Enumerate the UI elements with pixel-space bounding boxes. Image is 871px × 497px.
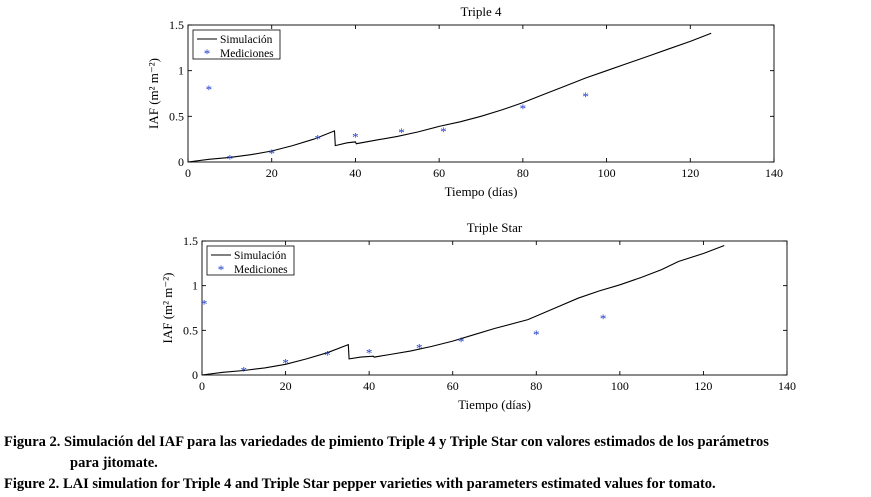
- x-tick-label: 20: [280, 379, 292, 393]
- legend-box: [206, 245, 295, 276]
- y-tick-label: 1: [178, 64, 184, 78]
- chart-panel-2: Triple Star 0 20 40 60 80 100 120 140 0 0.5 1 1.5 Tie…: [160, 220, 796, 412]
- legend-label: Simulación: [234, 250, 287, 262]
- x-tick-label: 140: [778, 379, 796, 393]
- data-point-medicion: *: [366, 346, 373, 361]
- y-tick-label: 1: [192, 279, 198, 293]
- x-axis-label: Tiempo (días): [458, 397, 531, 412]
- caption-spanish-line2: para jitomate.: [70, 455, 158, 471]
- x-tick-label: 0: [185, 166, 191, 180]
- y-tick-label: 0: [192, 368, 198, 382]
- y-tick-label: 1.5: [169, 18, 184, 32]
- chart-title: Triple Star: [467, 220, 523, 235]
- data-point-medicion: *: [268, 146, 275, 161]
- y-tick-label: 0: [178, 155, 184, 169]
- series-line-simulacion: [201, 244, 725, 376]
- x-tick-label: 60: [447, 379, 459, 393]
- y-axis-label: IAF (m² m⁻²): [146, 58, 161, 129]
- x-tick-label: 140: [765, 166, 783, 180]
- data-point-medicion: *: [440, 124, 447, 139]
- data-point-medicion: *: [315, 131, 322, 146]
- caption-english: Figure 2. LAI simulation for Triple 4 an…: [4, 474, 870, 495]
- caption-english-label: Figure 2.: [4, 476, 60, 492]
- data-point-medicion: *: [201, 297, 208, 312]
- legend: Simulación * Mediciones: [206, 245, 295, 277]
- caption-spanish-text: Simulación del IAF para las variedades d…: [60, 432, 870, 453]
- data-point-medicion: *: [282, 355, 289, 370]
- data-point-medicion: *: [533, 327, 540, 342]
- chart-title: Triple 4: [460, 4, 502, 19]
- x-tick-label: 120: [681, 166, 699, 180]
- y-axis-label: IAF (m² m⁻²): [160, 273, 175, 344]
- plot-area-frame: [201, 240, 788, 376]
- x-tick-label: 60: [433, 166, 445, 180]
- legend-box: [192, 29, 281, 60]
- data-point-medicion: *: [241, 364, 248, 379]
- chart-panel-1: Triple 4 0 20 40 60 80 100 120 140 0 0.5 1 1.5 Tiempo…: [146, 4, 783, 199]
- caption-english-text: LAI simulation for Triple 4 and Triple S…: [59, 474, 870, 495]
- series-line-simulacion: [187, 32, 712, 163]
- x-tick-label: 0: [199, 379, 205, 393]
- data-point-medicion: *: [520, 101, 527, 116]
- legend-swatch-marker: *: [204, 46, 211, 61]
- x-tick-label: 20: [266, 166, 278, 180]
- data-point-medicion: *: [352, 129, 359, 144]
- caption-spanish: Figura 2. Simulación del IAF para las va…: [4, 432, 870, 474]
- x-tick-label: 120: [694, 379, 712, 393]
- data-point-medicion: *: [206, 82, 213, 97]
- data-point-medicion: *: [458, 334, 465, 349]
- x-axis-label: Tiempo (días): [445, 184, 518, 199]
- data-point-medicion: *: [398, 125, 405, 140]
- caption-spanish-line1: Simulación del IAF para las variedades d…: [64, 434, 769, 450]
- caption-spanish-label: Figura 2.: [4, 434, 61, 450]
- caption-english-line1: LAI simulation for Triple 4 and Triple S…: [62, 476, 716, 492]
- legend-swatch-marker: *: [218, 262, 225, 277]
- legend-label: Mediciones: [220, 48, 274, 60]
- legend: Simulación * Mediciones: [192, 29, 281, 61]
- data-point-medicion: *: [416, 340, 423, 355]
- y-tick-label: 0.5: [183, 323, 198, 337]
- legend-label: Mediciones: [234, 264, 288, 276]
- y-tick-label: 1.5: [183, 234, 198, 248]
- y-tick-label: 0.5: [169, 109, 184, 123]
- legend-label: Simulación: [220, 34, 273, 46]
- x-tick-label: 40: [363, 379, 375, 393]
- data-point-medicion: *: [600, 311, 607, 326]
- x-tick-label: 80: [530, 379, 542, 393]
- x-tick-label: 40: [349, 166, 361, 180]
- x-tick-label: 100: [598, 166, 616, 180]
- x-tick-label: 80: [517, 166, 529, 180]
- data-point-medicion: *: [227, 151, 234, 166]
- data-point-medicion: *: [324, 347, 331, 362]
- x-tick-label: 100: [611, 379, 629, 393]
- plot-area-frame: [187, 24, 775, 163]
- data-point-medicion: *: [582, 89, 589, 104]
